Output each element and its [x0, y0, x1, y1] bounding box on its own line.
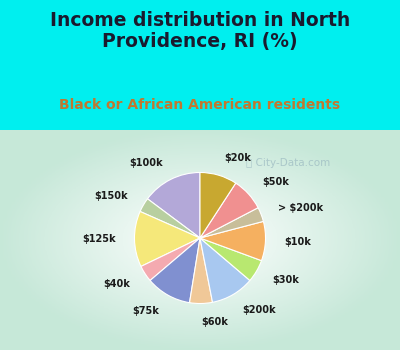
Text: Black or African American residents: Black or African American residents — [60, 98, 340, 112]
Wedge shape — [150, 238, 200, 303]
Wedge shape — [148, 173, 200, 238]
Wedge shape — [200, 238, 250, 302]
Text: $60k: $60k — [201, 317, 228, 327]
Text: $30k: $30k — [272, 275, 299, 285]
Wedge shape — [141, 238, 200, 280]
Text: $50k: $50k — [262, 177, 289, 187]
Wedge shape — [200, 238, 262, 280]
Text: ⓘ City-Data.com: ⓘ City-Data.com — [246, 158, 330, 168]
Text: $200k: $200k — [242, 306, 276, 315]
Text: $20k: $20k — [224, 153, 251, 163]
Text: $100k: $100k — [129, 158, 162, 168]
Wedge shape — [200, 173, 236, 238]
Wedge shape — [200, 222, 266, 261]
Wedge shape — [190, 238, 212, 303]
Text: $75k: $75k — [132, 306, 159, 316]
Wedge shape — [200, 183, 258, 238]
Text: > $200k: > $200k — [278, 203, 323, 213]
Wedge shape — [134, 211, 200, 266]
Wedge shape — [200, 208, 263, 238]
Text: Income distribution in North
Providence, RI (%): Income distribution in North Providence,… — [50, 10, 350, 51]
Text: $10k: $10k — [284, 237, 311, 247]
Text: $150k: $150k — [94, 191, 128, 201]
Text: $40k: $40k — [103, 279, 130, 289]
Text: $125k: $125k — [82, 234, 116, 244]
Wedge shape — [140, 199, 200, 238]
